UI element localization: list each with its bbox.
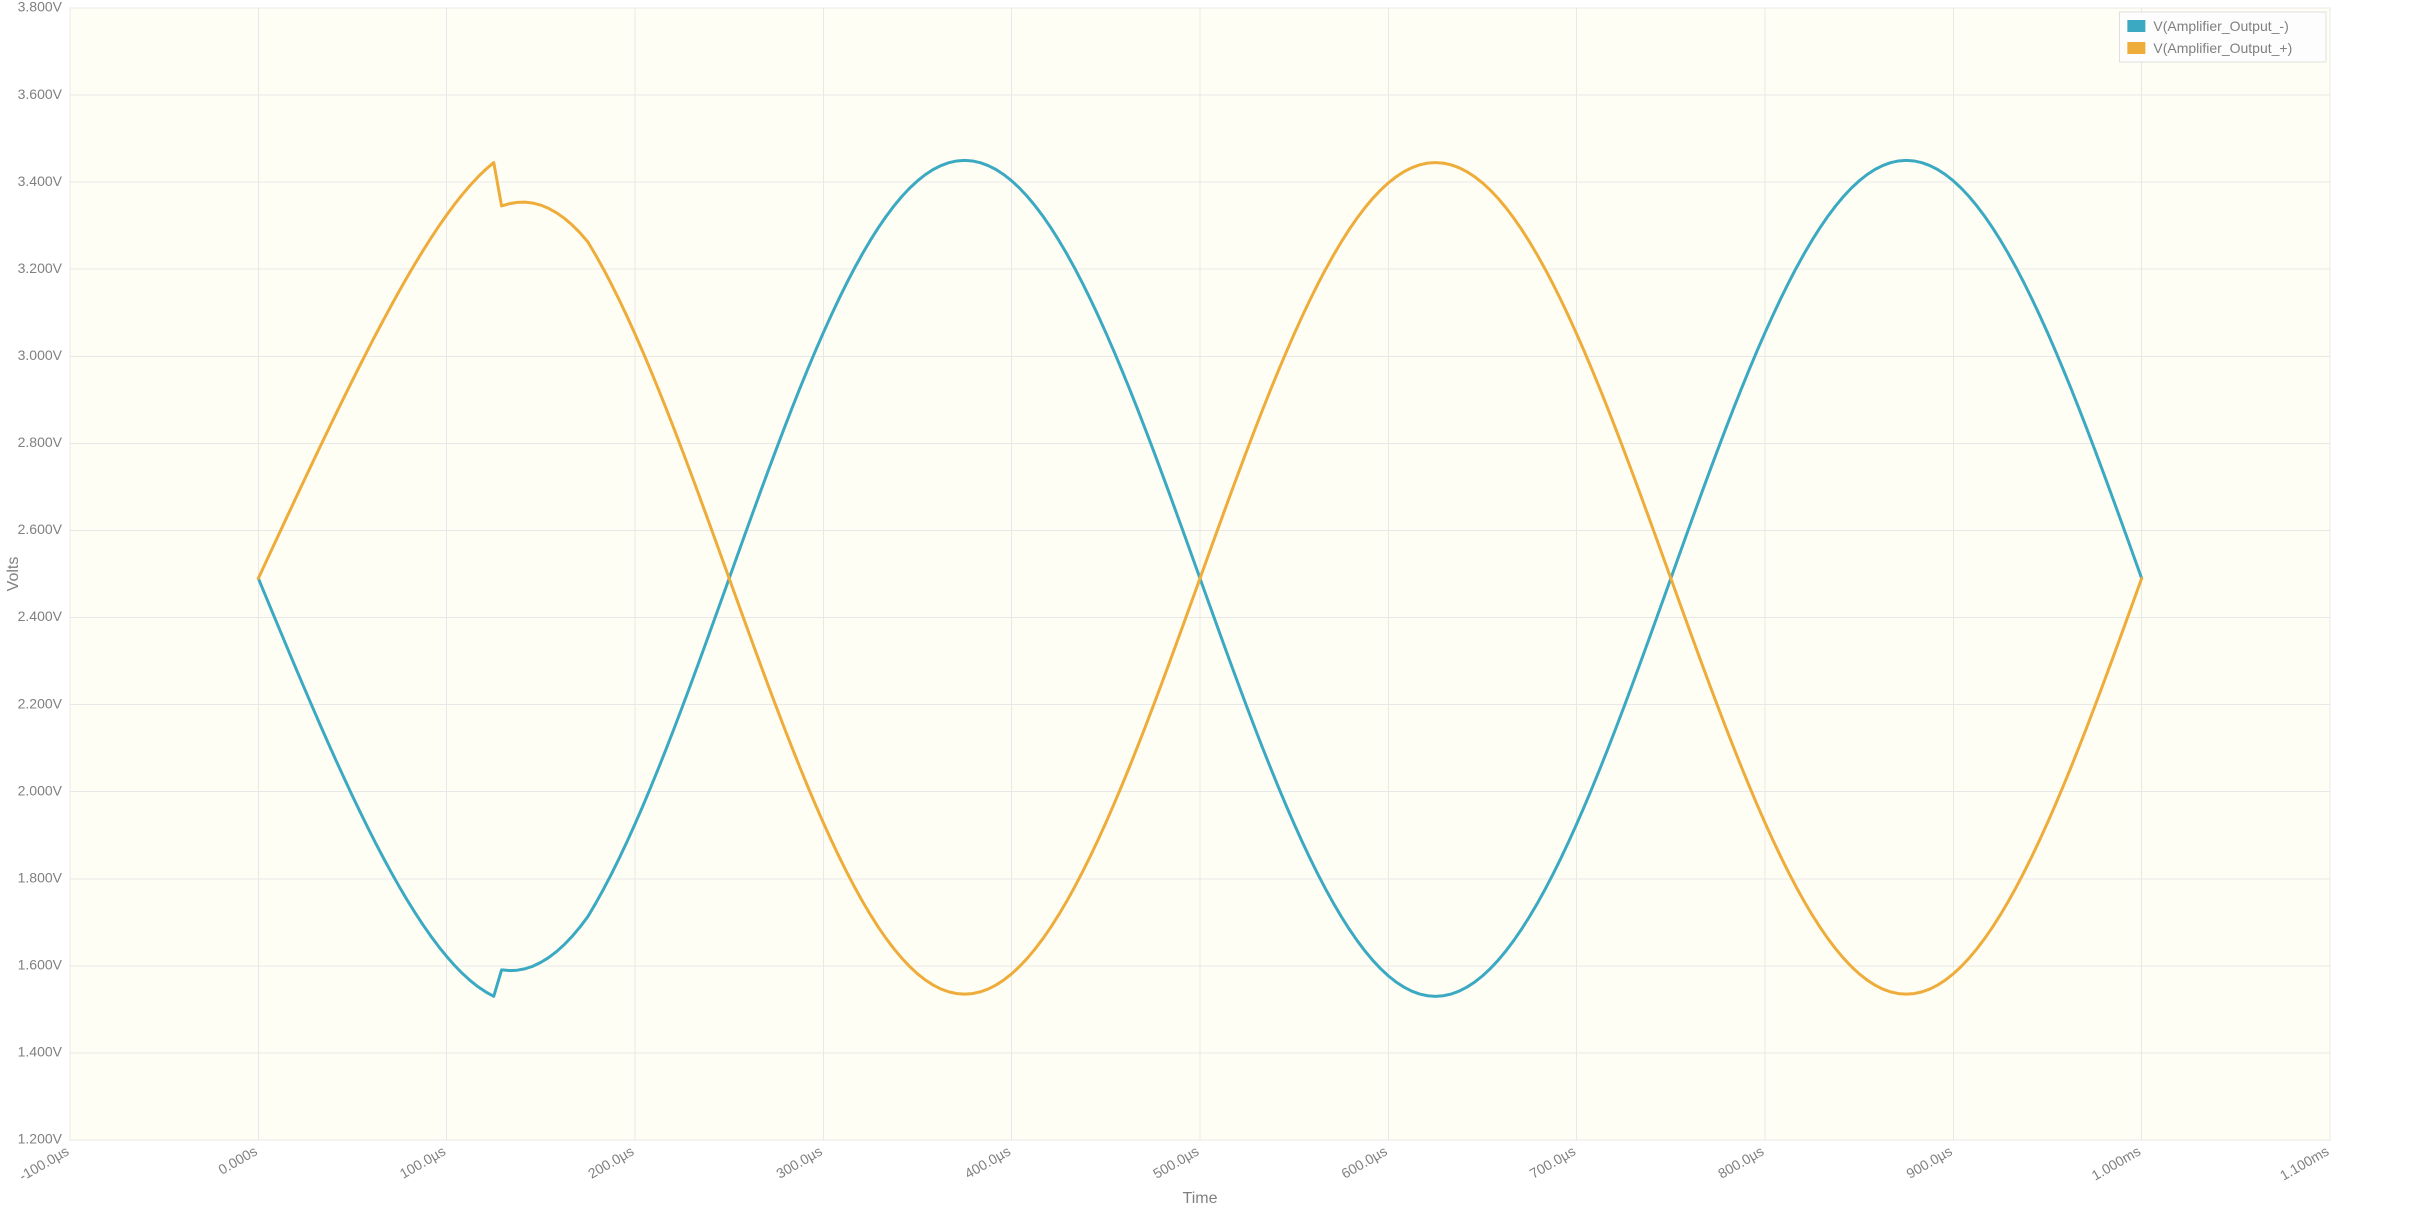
y-tick-label: 3.200V <box>18 260 63 276</box>
x-tick-label: 100.0µs <box>397 1143 448 1182</box>
x-tick-label: 500.0µs <box>1150 1143 1201 1182</box>
x-tick-label: 600.0µs <box>1338 1143 1389 1182</box>
y-tick-label: 1.600V <box>18 957 63 973</box>
x-axis-title: Time <box>1183 1190 1218 1207</box>
x-tick-label: 0.000s <box>215 1143 259 1178</box>
x-tick-label: 400.0µs <box>962 1143 1013 1182</box>
x-tick-label: 300.0µs <box>773 1143 824 1182</box>
x-tick-label: 700.0µs <box>1527 1143 1578 1182</box>
legend-swatch[interactable] <box>2127 20 2145 32</box>
x-tick-label: 1.100ms <box>2277 1143 2332 1184</box>
x-tick-label: 200.0µs <box>585 1143 636 1182</box>
legend-label[interactable]: V(Amplifier_Output_-) <box>2153 18 2288 34</box>
legend-label[interactable]: V(Amplifier_Output_+) <box>2153 40 2292 56</box>
y-tick-label: 2.000V <box>18 782 63 798</box>
y-tick-label: 3.800V <box>18 0 63 15</box>
y-axis-title: Volts <box>5 557 22 592</box>
y-tick-label: 2.400V <box>18 608 63 624</box>
y-tick-label: 3.600V <box>18 86 63 102</box>
y-tick-label: 2.800V <box>18 434 63 450</box>
x-tick-label: 900.0µs <box>1903 1143 1954 1182</box>
y-tick-label: 1.800V <box>18 869 63 885</box>
x-tick-label: 1.000ms <box>2089 1143 2144 1184</box>
x-tick-label: -100.0µs <box>16 1143 71 1184</box>
oscilloscope-chart[interactable]: 1.200V 1.400V 1.600V 1.800V 2.000V 2.200V 2.40… <box>0 0 2414 1213</box>
y-tick-label: 3.000V <box>18 347 63 363</box>
y-tick-label: 1.400V <box>18 1044 63 1060</box>
y-tick-label: 1.200V <box>18 1131 63 1147</box>
y-tick-label: 2.200V <box>18 695 63 711</box>
y-tick-label: 3.400V <box>18 173 63 189</box>
x-tick-label: 800.0µs <box>1715 1143 1766 1182</box>
legend[interactable]: V(Amplifier_Output_-) V(Amplifier_Output_… <box>2119 12 2326 62</box>
y-tick-label: 2.600V <box>18 521 63 537</box>
legend-swatch[interactable] <box>2127 42 2145 54</box>
